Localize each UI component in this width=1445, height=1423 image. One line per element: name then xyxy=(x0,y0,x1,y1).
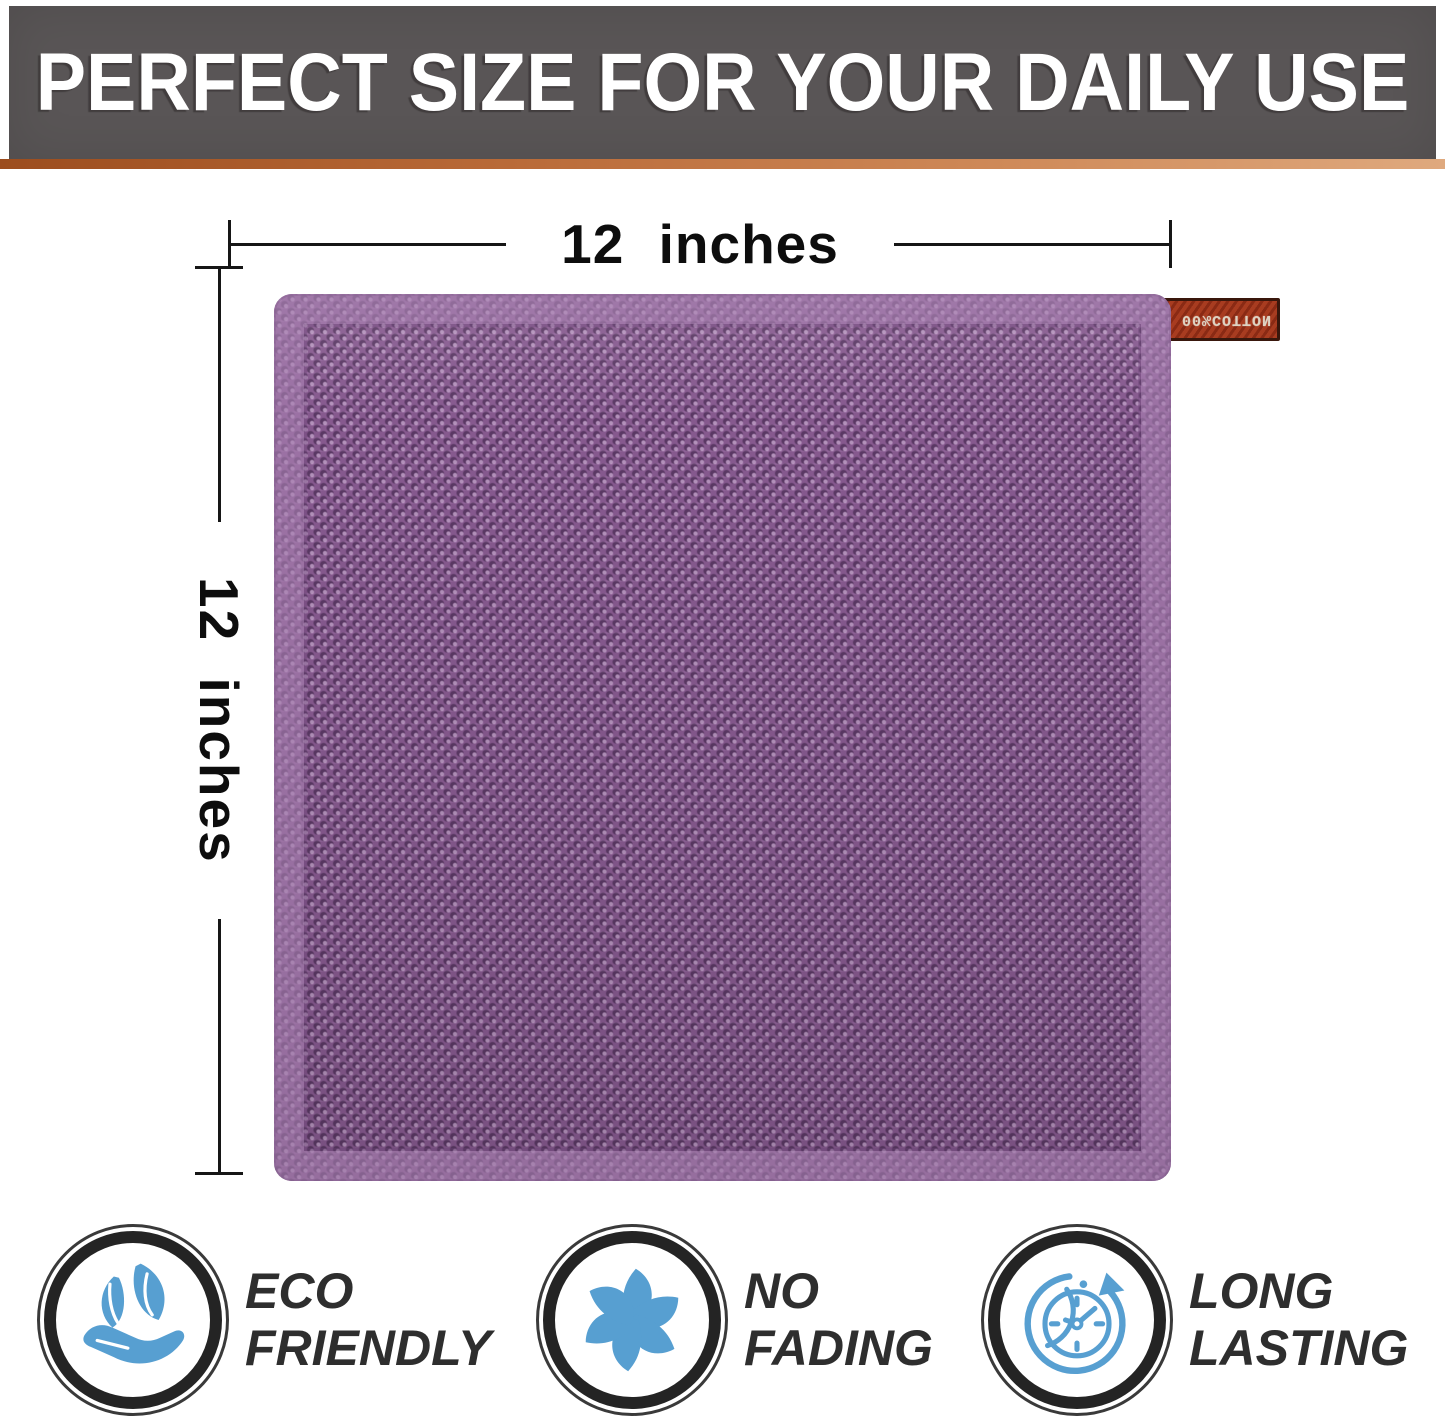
header-underline-bar xyxy=(0,159,1445,169)
width-dimension-line-right xyxy=(893,242,1170,246)
width-dimension: 12 inches xyxy=(228,213,1173,275)
feature-eco-friendly: ECO FRIENDLY xyxy=(37,1224,491,1416)
height-dimension-line-top xyxy=(217,269,221,523)
feature-label: NO FADING xyxy=(744,1263,933,1378)
width-dimension-right-tick xyxy=(1169,220,1173,268)
cotton-tag-label: 00%COTTON xyxy=(1181,311,1272,328)
feature-label-line1: LONG xyxy=(1189,1262,1334,1319)
height-dimension: 12 inches xyxy=(188,266,250,1176)
towel-border-band xyxy=(274,294,1171,1181)
badge-circle xyxy=(981,1224,1173,1416)
feature-label-line2: LASTING xyxy=(1189,1320,1409,1376)
feature-label-line1: ECO xyxy=(245,1262,354,1319)
feature-label-line2: FRIENDLY xyxy=(245,1320,492,1376)
feature-label-line1: NO xyxy=(744,1262,819,1319)
towel-image xyxy=(274,294,1171,1181)
cotton-tag: 00%COTTON xyxy=(1150,298,1280,341)
clock-refresh-icon xyxy=(1024,1272,1126,1375)
feature-label: LONG LASTING xyxy=(1189,1263,1408,1378)
width-dimension-left-tick xyxy=(228,220,231,268)
feature-label: ECO FRIENDLY xyxy=(245,1263,491,1378)
width-label: 12 inches xyxy=(561,213,839,275)
header-banner: PERFECT SIZE FOR YOUR DAILY USE xyxy=(9,6,1436,159)
feature-label-line2: FADING xyxy=(744,1320,933,1376)
badge-circle xyxy=(37,1224,229,1416)
height-dimension-bottom-tick xyxy=(195,1172,243,1176)
width-dimension-line-left xyxy=(231,242,507,246)
height-dimension-top-tick xyxy=(195,266,243,269)
height-label: 12 inches xyxy=(188,577,250,864)
feature-long-lasting: LONG LASTING xyxy=(981,1224,1408,1416)
height-dimension-line-bottom xyxy=(217,918,221,1173)
eco-leaf-hand-icon xyxy=(83,1263,185,1364)
feature-no-fading: NO FADING xyxy=(536,1224,933,1416)
header-title: PERFECT SIZE FOR YOUR DAILY USE xyxy=(35,36,1410,128)
badge-circle xyxy=(536,1224,728,1416)
water-pinwheel-icon xyxy=(585,1268,679,1372)
